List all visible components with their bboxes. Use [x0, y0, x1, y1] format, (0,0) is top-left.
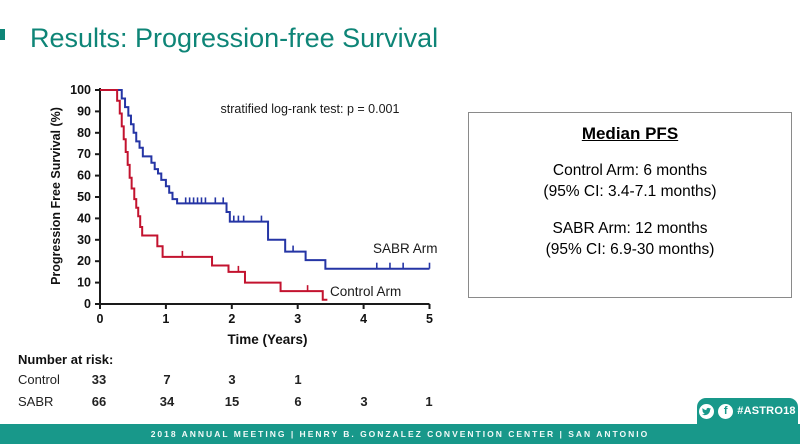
hashtag-text: #ASTRO18: [737, 405, 796, 417]
svg-text:100: 100: [70, 83, 91, 97]
risk-value: 34: [159, 394, 175, 409]
control-median-line: Control Arm: 6 months: [552, 162, 708, 179]
x-axis-label: Time (Years): [227, 332, 308, 347]
facebook-icon: f: [718, 403, 734, 419]
median-pfs-box: Median PFS Control Arm: 6 months (95% CI…: [468, 112, 792, 298]
svg-text:3: 3: [294, 312, 301, 326]
stats-spacer: [469, 202, 791, 218]
median-pfs-heading: Median PFS: [581, 124, 679, 143]
svg-text:2: 2: [228, 312, 235, 326]
control-arm-curve-label: Control Arm: [330, 284, 402, 299]
risk-value: 33: [91, 372, 107, 387]
svg-text:60: 60: [77, 169, 91, 183]
log-rank-annotation: stratified log-rank test: p = 0.001: [220, 102, 400, 116]
svg-text:0: 0: [97, 312, 104, 326]
facebook-f-glyph: f: [723, 404, 728, 417]
sabr-arm-curve-label: SABR Arm: [373, 241, 438, 256]
risk-value: 1: [425, 394, 433, 409]
risk-value: 6: [294, 394, 302, 409]
km-survival-chart: 0 10 20 30 40 50 60 70 80 90 100 0 1 2 3 4 5: [70, 83, 433, 326]
svg-text:70: 70: [77, 147, 91, 161]
footer-bar: [0, 424, 800, 444]
control-ci-line: (95% CI: 3.4-7.1 months): [543, 183, 717, 200]
twitter-bird-glyph: [702, 407, 712, 415]
risk-row-label-sabr: SABR: [18, 394, 54, 409]
risk-table-heading: Number at risk:: [18, 352, 114, 367]
svg-text:40: 40: [77, 211, 91, 225]
svg-text:20: 20: [77, 254, 91, 268]
sabr-median-line: SABR Arm: 12 months: [552, 220, 708, 237]
svg-text:0: 0: [84, 297, 91, 311]
risk-value: 1: [294, 372, 302, 387]
svg-text:1: 1: [162, 312, 169, 326]
risk-row-label-control: Control: [18, 372, 60, 387]
svg-text:10: 10: [77, 276, 91, 290]
svg-text:4: 4: [360, 312, 367, 326]
km-plot: 0 10 20 30 40 50 60 70 80 90 100 0 1 2 3 4 5: [60, 75, 440, 333]
risk-value: 66: [91, 394, 107, 409]
sabr-ci-line: (95% CI: 6.9-30 months): [545, 241, 715, 258]
slide-edge-mark: [0, 29, 5, 40]
svg-text:50: 50: [77, 190, 91, 204]
risk-value: 15: [224, 394, 240, 409]
page-title: Results: Progression-free Survival: [30, 23, 439, 53]
twitter-icon: [699, 403, 715, 419]
risk-value: 3: [360, 394, 368, 409]
social-hashtag-badge: f #ASTRO18: [697, 398, 798, 424]
risk-value: 3: [228, 372, 236, 387]
svg-text:5: 5: [426, 312, 433, 326]
svg-text:80: 80: [77, 126, 91, 140]
svg-text:90: 90: [77, 104, 91, 118]
svg-text:30: 30: [77, 233, 91, 247]
footer-text: 2018 ANNUAL MEETING | HENRY B. GONZALEZ …: [150, 429, 650, 439]
risk-value: 7: [163, 372, 171, 387]
